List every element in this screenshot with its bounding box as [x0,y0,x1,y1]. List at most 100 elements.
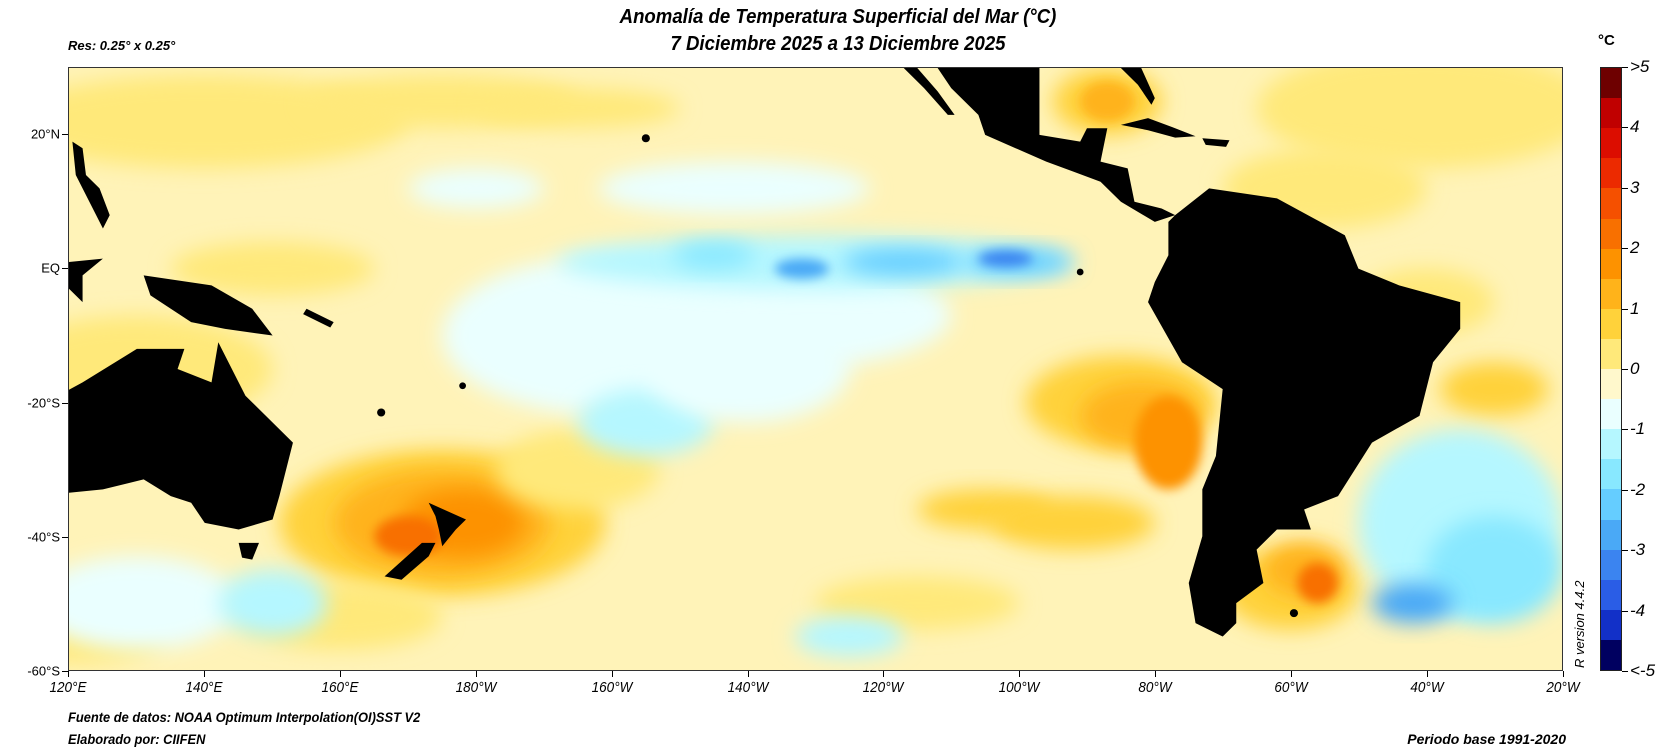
lat-tick [62,671,68,672]
colorbar-label: >5 [1630,57,1650,76]
land-australia [69,342,293,530]
anomaly-field [69,68,1562,664]
map-canvas [69,68,1562,670]
map-date-range: 7 Diciembre 2025 a 13 Diciembre 2025 [670,33,1006,55]
lon-label: 140°W [727,679,768,696]
colorbar-band [1601,308,1621,340]
cold-anomaly-area [978,250,1033,267]
landmasses [69,68,1461,637]
colorbar-label: <-5 [1630,661,1656,680]
lon-tick [1019,671,1021,677]
colorbar-band [1601,158,1621,189]
colorbar-label: 3 [1630,177,1640,197]
author-label: Elaborado por: CIIFEN [68,731,206,747]
colorbar-label: 4 [1630,117,1640,137]
colorbar-tick [1622,369,1628,370]
map-title: Anomalía de Temperatura Superficial del … [619,6,1057,28]
colorbar-label: -1 [1630,419,1646,439]
lat-label: 20°N [30,126,60,142]
cold-anomaly-area [1426,516,1562,624]
colorbar-band [1601,218,1621,250]
cold-anomaly-area [1371,583,1454,624]
colorbar-band [1601,278,1621,310]
land-cuba [1120,118,1196,138]
colorbar [1600,67,1622,671]
colorbar-label: -3 [1630,540,1646,560]
base-period-label: Periodo base 1991-2020 [1407,731,1566,747]
land-south-america [1148,188,1461,637]
cold-anomaly-area [218,569,327,637]
colorbar-tick [1622,187,1628,189]
lon-label: 120°W [863,679,904,696]
colorbar-band [1601,459,1621,490]
land-fiji [459,382,467,390]
colorbar-label: 0 [1630,359,1640,378]
land-tasmania [238,542,260,560]
cold-anomaly-area [795,616,904,657]
colorbar-band [1601,369,1621,400]
colorbar-tick [1622,67,1628,68]
lon-label: 160°E [321,679,359,696]
lon-tick [883,671,885,677]
colorbar-band [1601,609,1621,641]
land-solomon-islands [303,308,334,328]
lat-tick [62,268,68,270]
colorbar-band [1601,579,1621,611]
lon-label: 80°W [1138,679,1172,696]
warm-anomaly-area [476,88,680,129]
colorbar-tick [1622,127,1628,129]
cold-anomaly-area [408,168,545,209]
lat-tick [62,402,68,404]
land-galapagos [1076,268,1084,276]
lon-tick [1427,671,1429,677]
lon-tick [68,671,69,677]
data-source-label: Fuente de datos: NOAA Optimum Interpolat… [68,709,421,725]
lon-tick [747,671,749,677]
colorbar-tick [1622,429,1628,431]
lon-tick [611,671,613,677]
lon-label: 140°E [185,679,223,696]
colorbar-tick [1622,671,1628,672]
colorbar-tick [1622,610,1628,612]
warm-anomaly-area [1134,395,1203,490]
land-baja-california [903,68,955,115]
warm-anomaly-area [170,241,375,296]
colorbar-band [1601,98,1621,129]
land-philippines [72,141,110,229]
cold-anomaly-area [842,248,965,276]
cold-anomaly-area [672,241,755,269]
lon-label: 180°W [455,679,497,696]
colorbar-band [1601,338,1621,370]
lon-label: 160°W [591,679,632,696]
cold-anomaly-area [774,258,830,279]
warm-anomaly-area [1256,68,1562,169]
colorbar-band [1601,639,1621,671]
colorbar-band [1601,68,1621,99]
lat-tick [62,536,68,538]
lon-label: 100°W [999,679,1040,696]
cold-anomaly-area [645,315,850,423]
land-hispaniola [1202,138,1230,147]
land-new-zealand-south [384,542,436,580]
colorbar-label: -2 [1630,479,1646,499]
lat-label: EQ [41,260,60,276]
colorbar-band [1601,128,1621,159]
r-version-label: R version 4.4.2 [1572,580,1587,668]
lon-label: 120°E [49,679,87,696]
colorbar-band [1601,429,1621,460]
lat-label: -60°S [27,663,60,679]
lat-tick [62,134,68,136]
lon-tick [339,671,341,677]
lon-tick [475,671,477,677]
colorbar-tick [1622,550,1628,552]
sst-anomaly-map [68,67,1563,671]
colorbar-band [1601,519,1621,551]
land-north-central-america [937,68,1176,222]
lon-label: 20°W [1546,679,1580,696]
cold-anomaly-area [69,556,239,650]
colorbar-band [1601,489,1621,520]
lon-tick [1563,671,1564,677]
land-new-caledonia [377,408,386,417]
colorbar-tick [1622,308,1628,310]
lat-label: -40°S [27,529,60,545]
